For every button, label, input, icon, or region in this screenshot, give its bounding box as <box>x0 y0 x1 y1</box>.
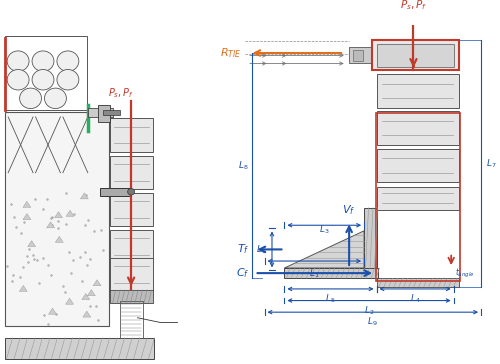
Circle shape <box>20 88 42 108</box>
Bar <box>376 149 458 182</box>
Bar <box>376 74 458 108</box>
Polygon shape <box>80 193 88 199</box>
Text: $L_9$: $L_9$ <box>368 316 378 328</box>
Bar <box>100 187 131 196</box>
Bar <box>98 105 110 122</box>
Text: $L_5$: $L_5$ <box>325 293 336 305</box>
Bar <box>110 155 152 189</box>
Bar <box>102 110 120 115</box>
Polygon shape <box>284 231 364 268</box>
Polygon shape <box>23 201 31 207</box>
Bar <box>110 230 152 264</box>
Polygon shape <box>93 280 101 286</box>
Bar <box>110 193 152 226</box>
Polygon shape <box>48 308 56 314</box>
Bar <box>110 290 152 303</box>
Polygon shape <box>66 298 74 304</box>
Polygon shape <box>66 210 74 216</box>
Bar <box>353 50 363 61</box>
Text: $C_f$: $C_f$ <box>236 266 250 280</box>
Polygon shape <box>54 212 62 218</box>
Circle shape <box>57 70 79 90</box>
Bar <box>4 36 87 110</box>
Text: $t_{angle}$: $t_{angle}$ <box>455 266 474 280</box>
Bar <box>376 113 460 281</box>
Bar <box>376 278 458 286</box>
Polygon shape <box>83 311 91 317</box>
Bar <box>120 301 142 338</box>
Text: $P_s, P_f$: $P_s, P_f$ <box>400 0 427 12</box>
Text: $L_1$: $L_1$ <box>309 267 320 280</box>
Text: $L_3$: $L_3$ <box>319 224 330 236</box>
Circle shape <box>128 189 134 195</box>
Polygon shape <box>82 293 90 300</box>
Circle shape <box>7 70 29 90</box>
Circle shape <box>44 88 66 108</box>
Bar <box>349 47 372 63</box>
Polygon shape <box>88 290 96 296</box>
Bar <box>376 111 458 145</box>
Polygon shape <box>46 222 54 228</box>
Bar <box>88 108 112 117</box>
Bar <box>214 25 499 363</box>
Bar <box>110 118 152 152</box>
Text: $R_{TIE}$: $R_{TIE}$ <box>220 46 242 60</box>
Text: $P_s, P_f$: $P_s, P_f$ <box>108 86 134 100</box>
Polygon shape <box>20 285 28 292</box>
Text: $T_f$: $T_f$ <box>237 242 250 256</box>
Bar <box>372 40 458 71</box>
Polygon shape <box>56 236 64 242</box>
Bar <box>110 258 152 291</box>
Bar <box>376 187 458 210</box>
Bar <box>376 44 454 67</box>
Text: $L_2$: $L_2$ <box>364 304 374 317</box>
Bar <box>284 268 378 278</box>
Text: $L_7$: $L_7$ <box>486 157 496 170</box>
Polygon shape <box>23 214 31 219</box>
Bar <box>364 207 376 268</box>
Bar <box>372 40 458 71</box>
Text: $L_8$: $L_8$ <box>238 159 248 172</box>
Circle shape <box>57 51 79 71</box>
Circle shape <box>32 51 54 71</box>
Polygon shape <box>28 241 36 247</box>
Bar <box>4 338 154 359</box>
Circle shape <box>32 70 54 90</box>
Text: $L_4$: $L_4$ <box>410 293 420 305</box>
Text: $L_6$: $L_6$ <box>256 243 267 256</box>
Circle shape <box>7 51 29 71</box>
Bar <box>4 112 109 326</box>
Text: $V_f$: $V_f$ <box>342 203 356 217</box>
Bar <box>0 25 200 363</box>
